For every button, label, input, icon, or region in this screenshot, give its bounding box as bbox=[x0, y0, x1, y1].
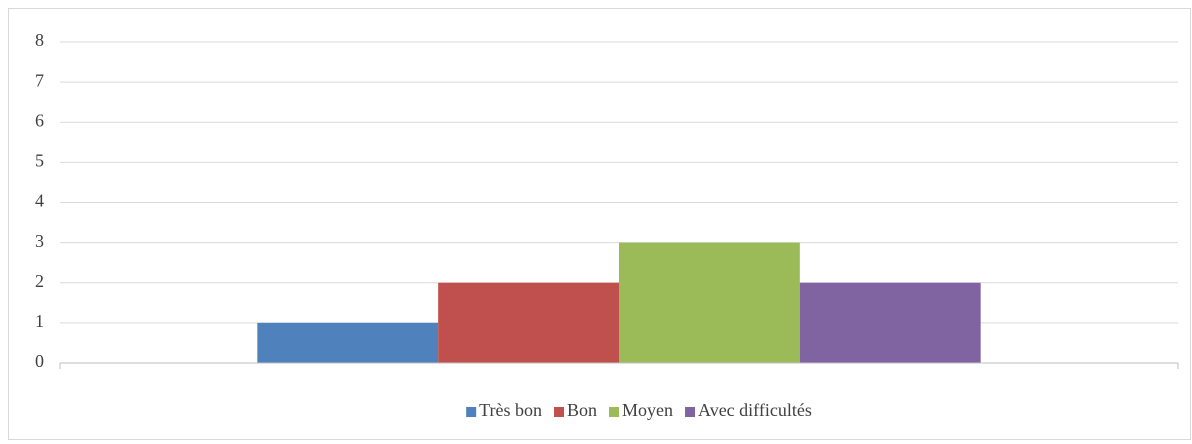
bar bbox=[619, 242, 800, 363]
y-tick-label: 2 bbox=[35, 271, 44, 291]
y-tick-label: 7 bbox=[35, 70, 44, 90]
legend-swatch bbox=[554, 407, 565, 417]
legend-label: Bon bbox=[567, 400, 597, 420]
legend-swatch bbox=[466, 407, 477, 417]
bar bbox=[799, 282, 981, 363]
bar bbox=[257, 322, 439, 363]
legend-swatch bbox=[685, 407, 696, 417]
legend-swatch bbox=[609, 407, 620, 417]
chart-border bbox=[8, 8, 1191, 440]
y-tick-label: 0 bbox=[35, 351, 44, 371]
bar bbox=[438, 282, 619, 363]
legend-label: Avec difficultés bbox=[698, 400, 812, 420]
y-tick-label: 5 bbox=[35, 151, 44, 171]
y-tick-label: 4 bbox=[35, 191, 44, 211]
y-tick-label: 8 bbox=[35, 30, 44, 50]
legend-label: Moyen bbox=[622, 400, 673, 420]
legend-label: Très bon bbox=[479, 400, 542, 420]
y-tick-label: 6 bbox=[35, 110, 44, 130]
y-tick-label: 3 bbox=[35, 231, 44, 251]
y-tick-label: 1 bbox=[35, 311, 44, 331]
